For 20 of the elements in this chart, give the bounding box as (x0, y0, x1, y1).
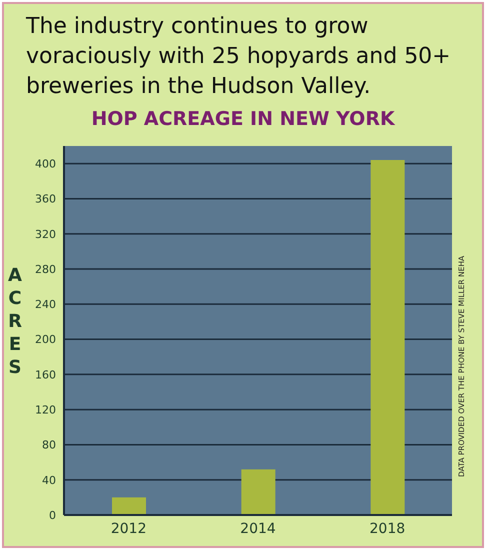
y-tick-label: 320 (35, 228, 56, 241)
x-tick-label: 2018 (370, 520, 406, 537)
y-tick-label: 120 (35, 403, 56, 416)
y-tick-label: 200 (35, 333, 56, 346)
y-tick-label: 400 (35, 157, 56, 170)
bar (241, 469, 276, 515)
x-tick-label: 2014 (240, 520, 276, 537)
bar (370, 160, 405, 515)
y-axis-title: ACRES (7, 264, 23, 379)
y-tick-label: 40 (42, 474, 56, 487)
chart-title: The industry continues to grow voraciously with 25 hopyards and 50+ breweries in the Hudson Valley. (26, 13, 452, 101)
y-tick-label: 160 (35, 368, 56, 382)
bar (112, 497, 146, 515)
y-tick-label: 240 (35, 298, 56, 312)
y-tick-label: 360 (35, 192, 56, 206)
y-tick-label: 80 (42, 438, 56, 452)
chart-subtitle: HOP ACREAGE IN NEW YORK (90, 108, 396, 130)
y-tick-label: 280 (35, 262, 56, 276)
y-tick-label: 0 (49, 508, 56, 522)
x-tick-label: 2012 (110, 520, 146, 537)
